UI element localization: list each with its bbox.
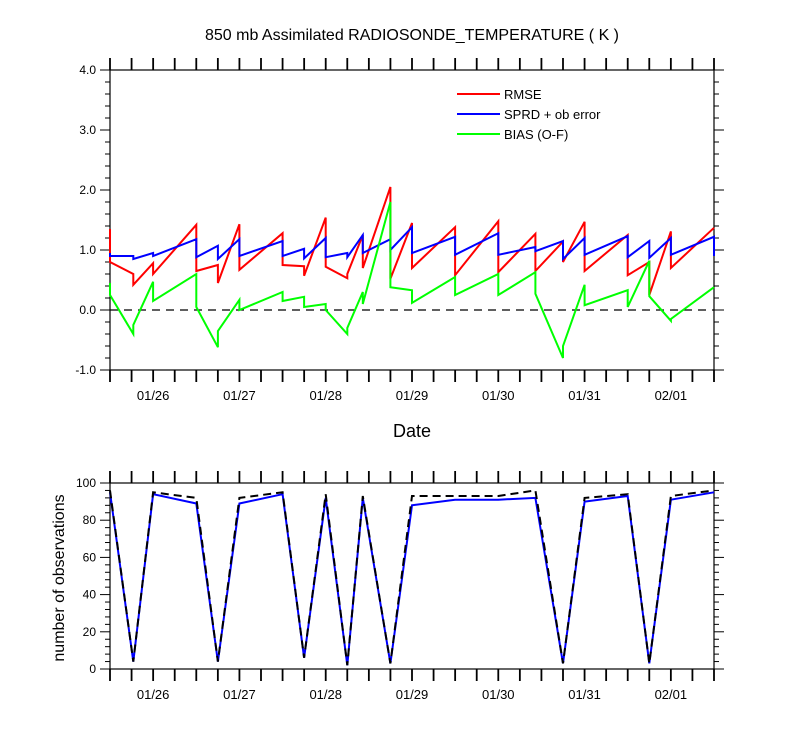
bottom-plot-area: 0 20 40 60 80 100 01/26 01/27 01/28 01/29 01/30 01/… [76,471,724,702]
plot-frame [109,69,715,371]
y-tick-label: -1.0 [75,363,96,377]
legend-label: SPRD + ob error [504,107,601,122]
y-tick-label: 0 [89,662,96,676]
x-tick-label: 01/29 [396,388,429,403]
bottom-chart-ylabel: number of observations [51,494,68,661]
x-tick-label: 01/30 [482,388,515,403]
x-tick-label: 01/31 [568,388,601,403]
legend-label: RMSE [504,87,542,102]
x-tick-label: 01/26 [137,687,170,702]
x-tick-label: 01/27 [223,388,256,403]
x-tick-label: 01/31 [568,687,601,702]
y-tick-label: 4.0 [79,63,96,77]
series-line-possible [109,489,715,666]
series-line-rmse [109,186,715,296]
y-tick-label: 20 [83,625,97,639]
x-tick-label: 01/28 [309,687,342,702]
x-tick-label: 01/29 [396,687,429,702]
y-tick-label: 80 [83,513,97,527]
x-tick-label: 02/01 [655,388,688,403]
y-tick-label: 60 [83,550,97,564]
y-tick-label: 0.0 [79,303,96,317]
y-tick-label: 1.0 [79,243,96,257]
x-tick-label: 01/30 [482,687,515,702]
series-line-used [109,491,715,666]
x-tick-label: 01/27 [223,687,256,702]
top-chart-legend: RMSE SPRD + ob error BIAS (O-F) [457,87,601,142]
x-tick-label: 01/28 [309,388,342,403]
x-tick-label: 02/01 [655,687,688,702]
series-line-bias-o-f [109,201,715,359]
y-tick-label: 3.0 [79,123,96,137]
top-chart-title: 850 mb Assimilated RADIOSONDE_TEMPERATUR… [205,27,619,44]
top-plot-area: -1.0 0.0 1.0 2.0 3.0 4.0 01/26 01/27 01/28 01/29 0… [75,58,724,403]
legend-label: BIAS (O-F) [504,127,568,142]
series-line-sprd-ob-error [109,224,715,262]
y-tick-label: 100 [76,476,96,490]
y-tick-label: 2.0 [79,183,96,197]
x-tick-label: 01/26 [137,388,170,403]
y-tick-label: 40 [83,588,97,602]
top-chart-xlabel: Date [393,421,431,441]
